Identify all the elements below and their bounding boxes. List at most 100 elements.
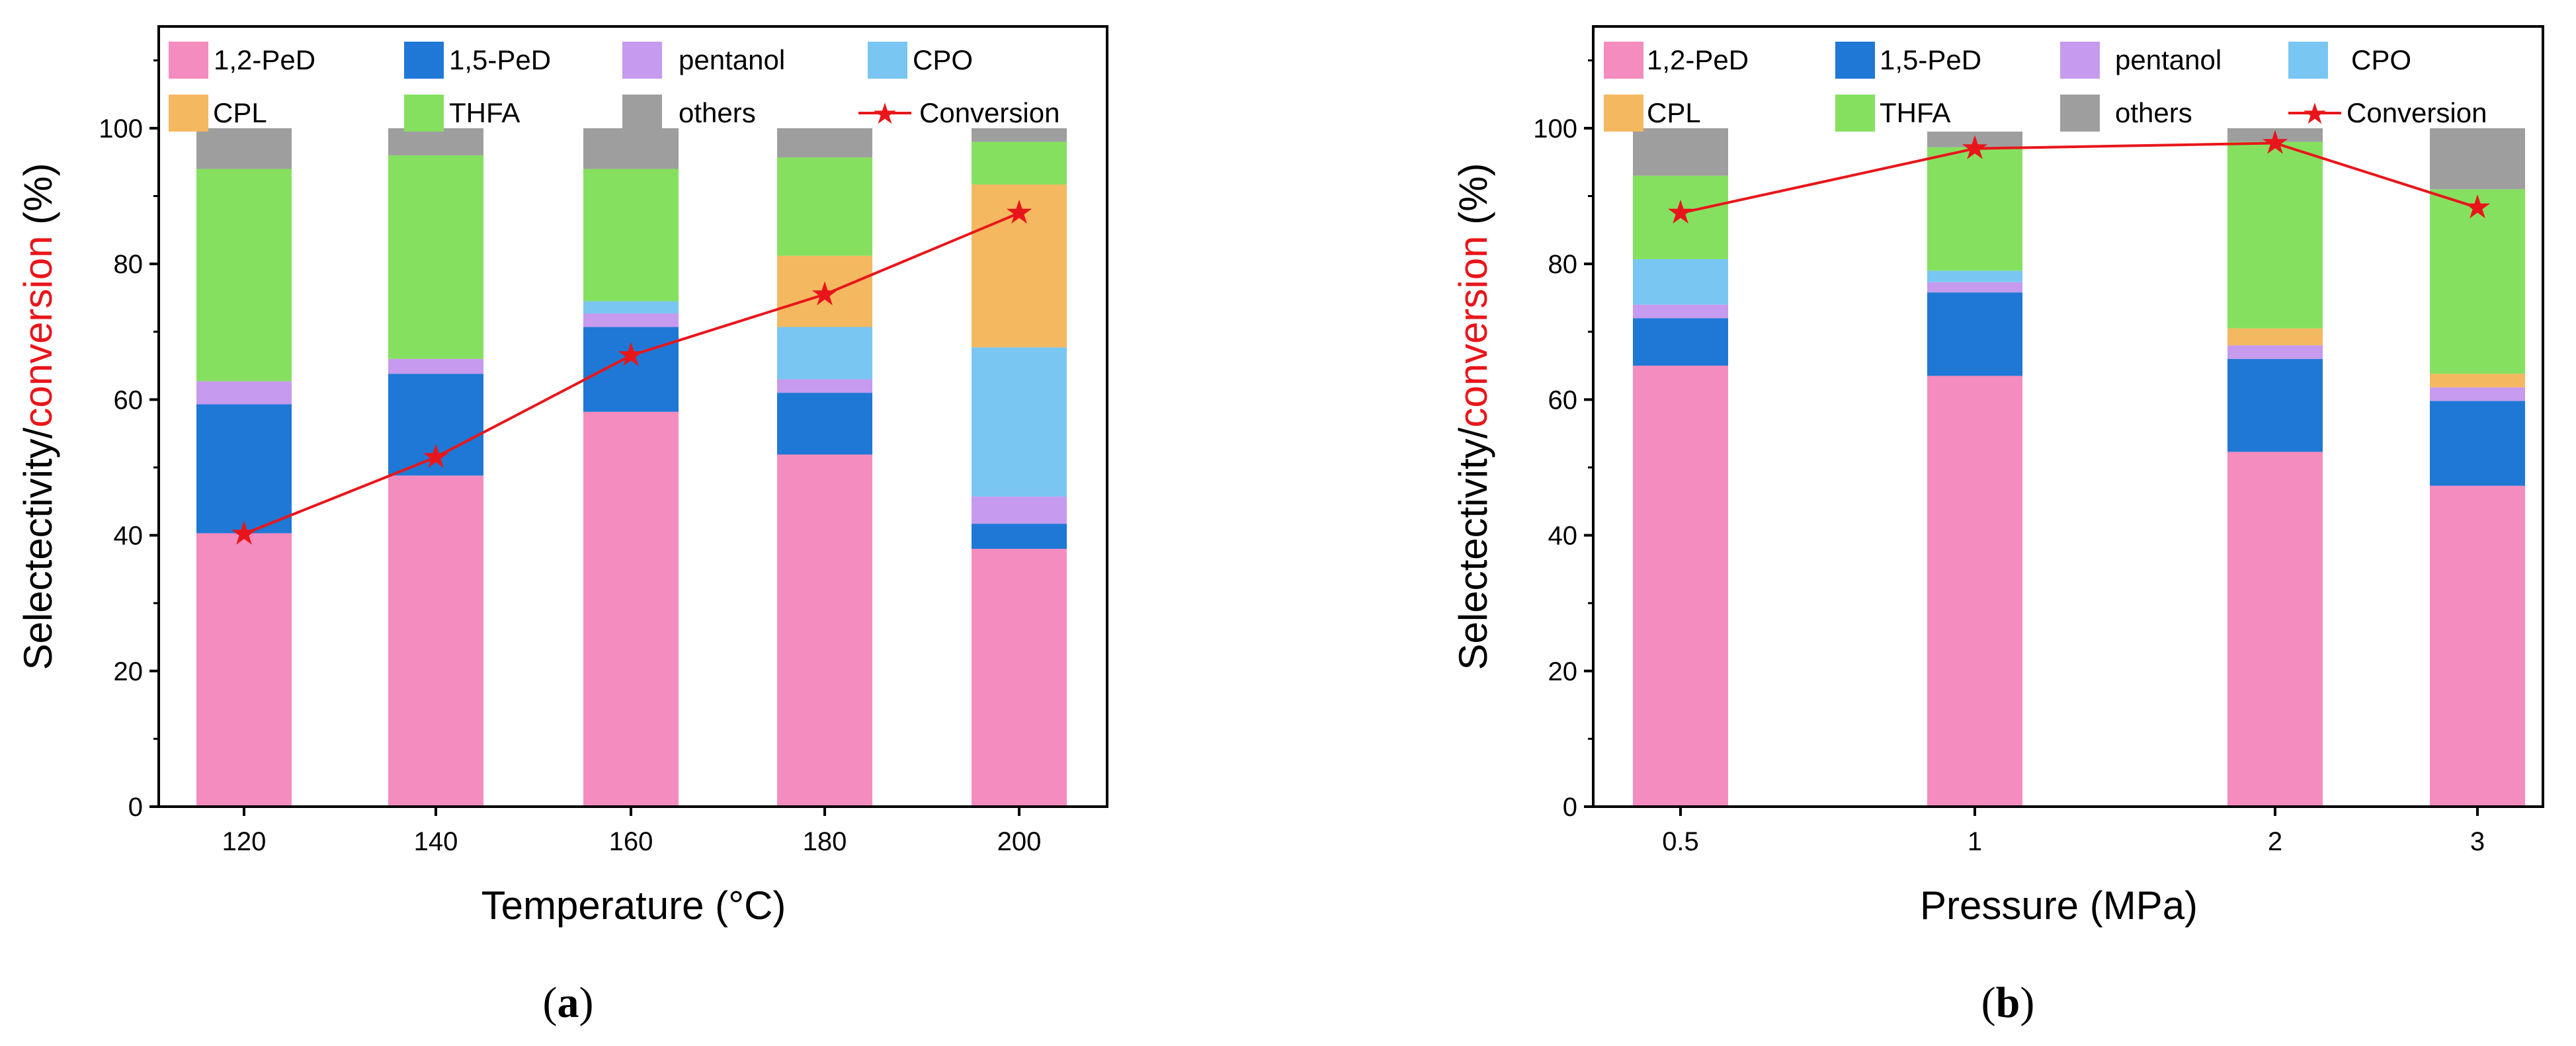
panel-b-y-tick-label-80: 80 — [1548, 250, 1578, 279]
panel-b-bar-thfa-0-5 — [1633, 175, 1728, 259]
panel-a-y-tick-label-0: 0 — [128, 793, 143, 822]
panel-a-bar-1-2-ped-180 — [777, 454, 872, 807]
panel-a-bar-pentanol-180 — [777, 379, 872, 393]
panel-a-bar-cpo-200 — [972, 347, 1067, 497]
panel-b-bar-thfa-1 — [1927, 147, 2022, 271]
panel-b-bar-1-5-ped-0-5 — [1633, 318, 1728, 366]
panel-b-y-label-unit: (%) — [1451, 163, 1495, 236]
panel-a-y-label-conversion: conversion — [16, 236, 60, 428]
panel-a-bar-pentanol-120 — [196, 381, 292, 405]
panel-b-y-tick-label-0: 0 — [1563, 793, 1577, 822]
panel-b-legend-label-1-2-ped: 1,2-PeD — [1647, 44, 1749, 75]
panel-b-bar-pentanol-3 — [2430, 387, 2525, 401]
panel-b-legend-swatch-1-2-ped — [1604, 42, 1643, 79]
panel-a-bar-thfa-200 — [972, 141, 1067, 185]
panel-b-legend-label-cpl: CPL — [1647, 97, 1701, 128]
panel-b-bar-pentanol-1 — [1927, 282, 2022, 293]
panel-b-bar-cpl-2 — [2227, 328, 2323, 346]
panel-a-bar-cpl-180 — [777, 255, 872, 327]
panel-b-bar-1-5-ped-1 — [1927, 292, 2022, 376]
panel-b-bar-thfa-2 — [2227, 141, 2323, 329]
panel-b-x-tick-label-3: 3 — [2470, 827, 2485, 856]
panel-a-x-tick-label-200: 200 — [997, 827, 1042, 856]
panel-b-conversion-polyline — [1680, 141, 2478, 215]
panel-b-x-tick-label-2: 2 — [2268, 827, 2282, 856]
panel-a-bar-others-180 — [777, 128, 872, 158]
panel-b-legend-swatch-pentanol — [2060, 42, 2100, 79]
panel-a-bar-others-200 — [972, 128, 1067, 142]
panel-a-conversion-point-140: ★ — [421, 438, 451, 476]
panel-b-legend-swatch-cpl — [1604, 95, 1643, 132]
panel-a-bar-pentanol-160 — [583, 313, 679, 327]
panel-b-bar-others-2 — [2227, 128, 2323, 142]
panel-a-x-tick-label-120: 120 — [222, 827, 267, 856]
panel-a-conversion-point-120: ★ — [229, 514, 259, 553]
panel-b-y-ticks: 0 20 40 60 80 100 — [1533, 59, 1593, 822]
panel-a-bar-1-5-ped-180 — [777, 393, 872, 455]
panel-a-x-tick-label-140: 140 — [414, 827, 458, 856]
panel-b-bar-1-2-ped-3 — [2430, 485, 2525, 807]
panel-b-bar-others-3 — [2430, 128, 2525, 190]
panel-a-conversion-point-200: ★ — [1005, 193, 1034, 231]
panel-a-bar-pentanol-200 — [972, 497, 1067, 524]
panel-a-bar-others-160 — [583, 128, 679, 169]
panel-b-legend-swatch-cpo — [2288, 42, 2328, 79]
panel-b-conversion-point-1: ★ — [1960, 129, 1990, 167]
panel-b-y-tick-label-100: 100 — [1533, 114, 1577, 143]
panel-a-legend-swatch-others — [622, 95, 662, 132]
panel-a-legend-swatch-cpo — [868, 42, 907, 79]
panel-a-conversion-point-160: ★ — [616, 336, 646, 374]
panel-b-y-tick-label-20: 20 — [1548, 657, 1578, 686]
panel-b-bar-1-2-ped-0-5 — [1633, 366, 1728, 807]
panel-a-caption: (a) — [543, 979, 594, 1027]
panel-a-legend-swatch-1-5-ped — [404, 42, 444, 79]
panel-b-y-label-conversion: conversion — [1451, 236, 1495, 428]
panel-a-bar-others-140 — [388, 128, 483, 155]
panel-b-legend-swatch-1-5-ped — [1835, 42, 1875, 79]
panel-b-bar-cpo-0-5 — [1633, 259, 1728, 305]
panel-a-bar-cpl-200 — [972, 184, 1067, 348]
panel-a-bar-thfa-140 — [388, 155, 483, 359]
panel-a-y-axis-label: Selectectivity/conversion (%) — [16, 163, 60, 670]
panel-a-y-tick-label-80: 80 — [114, 250, 144, 279]
panel-a-y-tick-label-40: 40 — [114, 522, 144, 551]
panel-b-plot-frame — [1592, 25, 2544, 808]
panel-a-bar-1-2-ped-160 — [583, 411, 679, 807]
panel-b-bar-thfa-3 — [2430, 189, 2525, 374]
panel-a-legend-label-1-5-ped: 1,5-PeD — [449, 44, 551, 75]
panel-a-y-label-selectivity: Selectectivity/ — [16, 427, 60, 670]
panel-b-bars — [1633, 128, 2525, 807]
panel-b-legend-label-thfa: THFA — [1880, 97, 1950, 128]
panel-a-bar-thfa-160 — [583, 169, 679, 302]
panel-b-bar-others-1 — [1927, 132, 2022, 147]
panel-a-y-tick-label-20: 20 — [114, 657, 144, 686]
panel-a-bar-others-120 — [196, 128, 292, 169]
panel-a-x-ticks: 120 140 160 180 200 — [222, 807, 1042, 856]
panel-a-bar-1-5-ped-120 — [196, 404, 292, 534]
panel-b-legend-label-pentanol: pentanol — [2115, 44, 2222, 75]
panel-a-bar-1-2-ped-120 — [196, 533, 292, 807]
panel-b-legend-label-others: others — [2115, 97, 2192, 128]
panel-a-conversion-point-180: ★ — [810, 274, 840, 313]
panel-a-bar-1-5-ped-200 — [972, 524, 1067, 549]
panel-b-bar-1-5-ped-3 — [2430, 401, 2525, 486]
panel-a-bar-pentanol-140 — [388, 358, 483, 374]
panel-a-conversion-polyline — [243, 212, 1020, 536]
panel-b-conversion-line: ★ ★ ★ ★ — [1666, 123, 2493, 231]
panel-a-y-ticks: 0 20 40 60 80 100 — [99, 59, 159, 822]
panel-a-x-tick-label-160: 160 — [609, 827, 653, 856]
panel-b-conversion-point-2: ★ — [2261, 123, 2290, 161]
panel-a-y-label-unit: (%) — [16, 163, 60, 236]
panel-b-bar-others-0-5 — [1633, 128, 1728, 176]
panel-b-legend-label-1-5-ped: 1,5-PeD — [1880, 44, 1981, 75]
panel-a: ★ ★ ★ ★ ★ 0 20 40 60 80 100 120 140 160 180 200 1,2-P… — [16, 25, 1108, 1027]
panel-b-y-tick-label-60: 60 — [1548, 385, 1578, 415]
panel-a-x-tick-label-180: 180 — [803, 827, 847, 856]
panel-a-legend-swatch-pentanol — [622, 42, 662, 79]
panel-a-legend-conversion-marker: ★ — [872, 97, 897, 131]
panel-a-y-tick-label-100: 100 — [99, 114, 143, 143]
panel-b-legend-label-conversion: Conversion — [2347, 97, 2487, 128]
panel-a-legend-label-conversion: Conversion — [919, 97, 1059, 128]
panel-a-bar-thfa-180 — [777, 157, 872, 256]
